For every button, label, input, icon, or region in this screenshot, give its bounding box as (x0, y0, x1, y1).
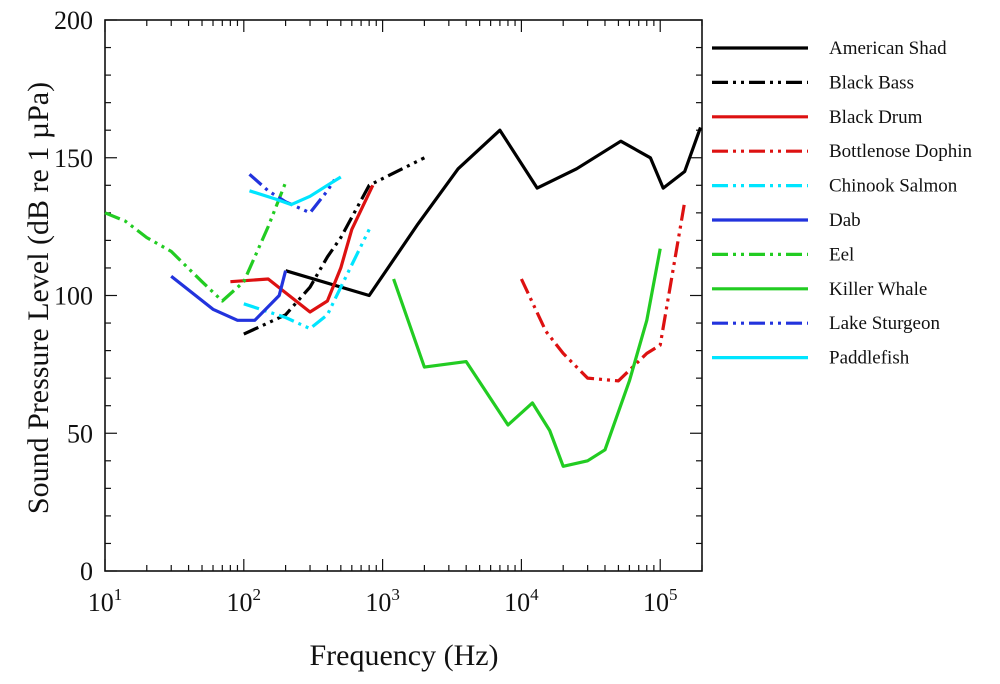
series-bottlenose-dophin (519, 201, 687, 383)
series-eel (104, 181, 288, 303)
series-group (104, 126, 703, 468)
x-tick-label: 104 (504, 585, 539, 617)
legend-label: Eel (829, 244, 854, 265)
legend-label: Black Bass (829, 72, 914, 93)
series-lake-sturgeon (248, 173, 336, 215)
y-tick-label: 150 (54, 144, 93, 173)
x-tick-label: 105 (643, 585, 678, 617)
legend-label: Killer Whale (829, 279, 927, 300)
x-tick-label: 101 (88, 585, 123, 617)
legend-label: Chinook Salmon (829, 176, 958, 197)
x-tick-label: 102 (227, 585, 262, 617)
series-american-shad (285, 126, 703, 298)
legend-label: Lake Sturgeon (829, 313, 940, 334)
legend-label: Paddlefish (829, 348, 910, 369)
y-axis-title: Sound Pressure Level (dB re 1 µPa) (22, 82, 55, 514)
series-dab (170, 270, 288, 322)
y-tick-label: 100 (54, 282, 93, 311)
series-chinook-salmon (243, 228, 371, 331)
series-paddlefish (249, 175, 342, 207)
legend-label: Black Drum (829, 107, 923, 128)
series-black-bass (243, 156, 426, 336)
series-killer-whale (392, 248, 662, 468)
y-tick-label: 50 (67, 419, 93, 448)
axes: 101 102 103 104 105 0 50 100 150 200 (54, 6, 703, 617)
legend: American Shad Black Bass Black Drum Bottlen… (712, 38, 973, 369)
x-axis-title: Frequency (Hz) (309, 639, 498, 672)
legend-label: Dab (829, 210, 861, 231)
y-tick-label: 200 (54, 6, 93, 35)
x-tick-label: 103 (365, 585, 400, 617)
y-tick-label: 0 (80, 557, 93, 586)
series-black-drum (230, 184, 375, 314)
legend-label: Bottlenose Dophin (829, 141, 973, 162)
legend-label: American Shad (829, 38, 947, 59)
